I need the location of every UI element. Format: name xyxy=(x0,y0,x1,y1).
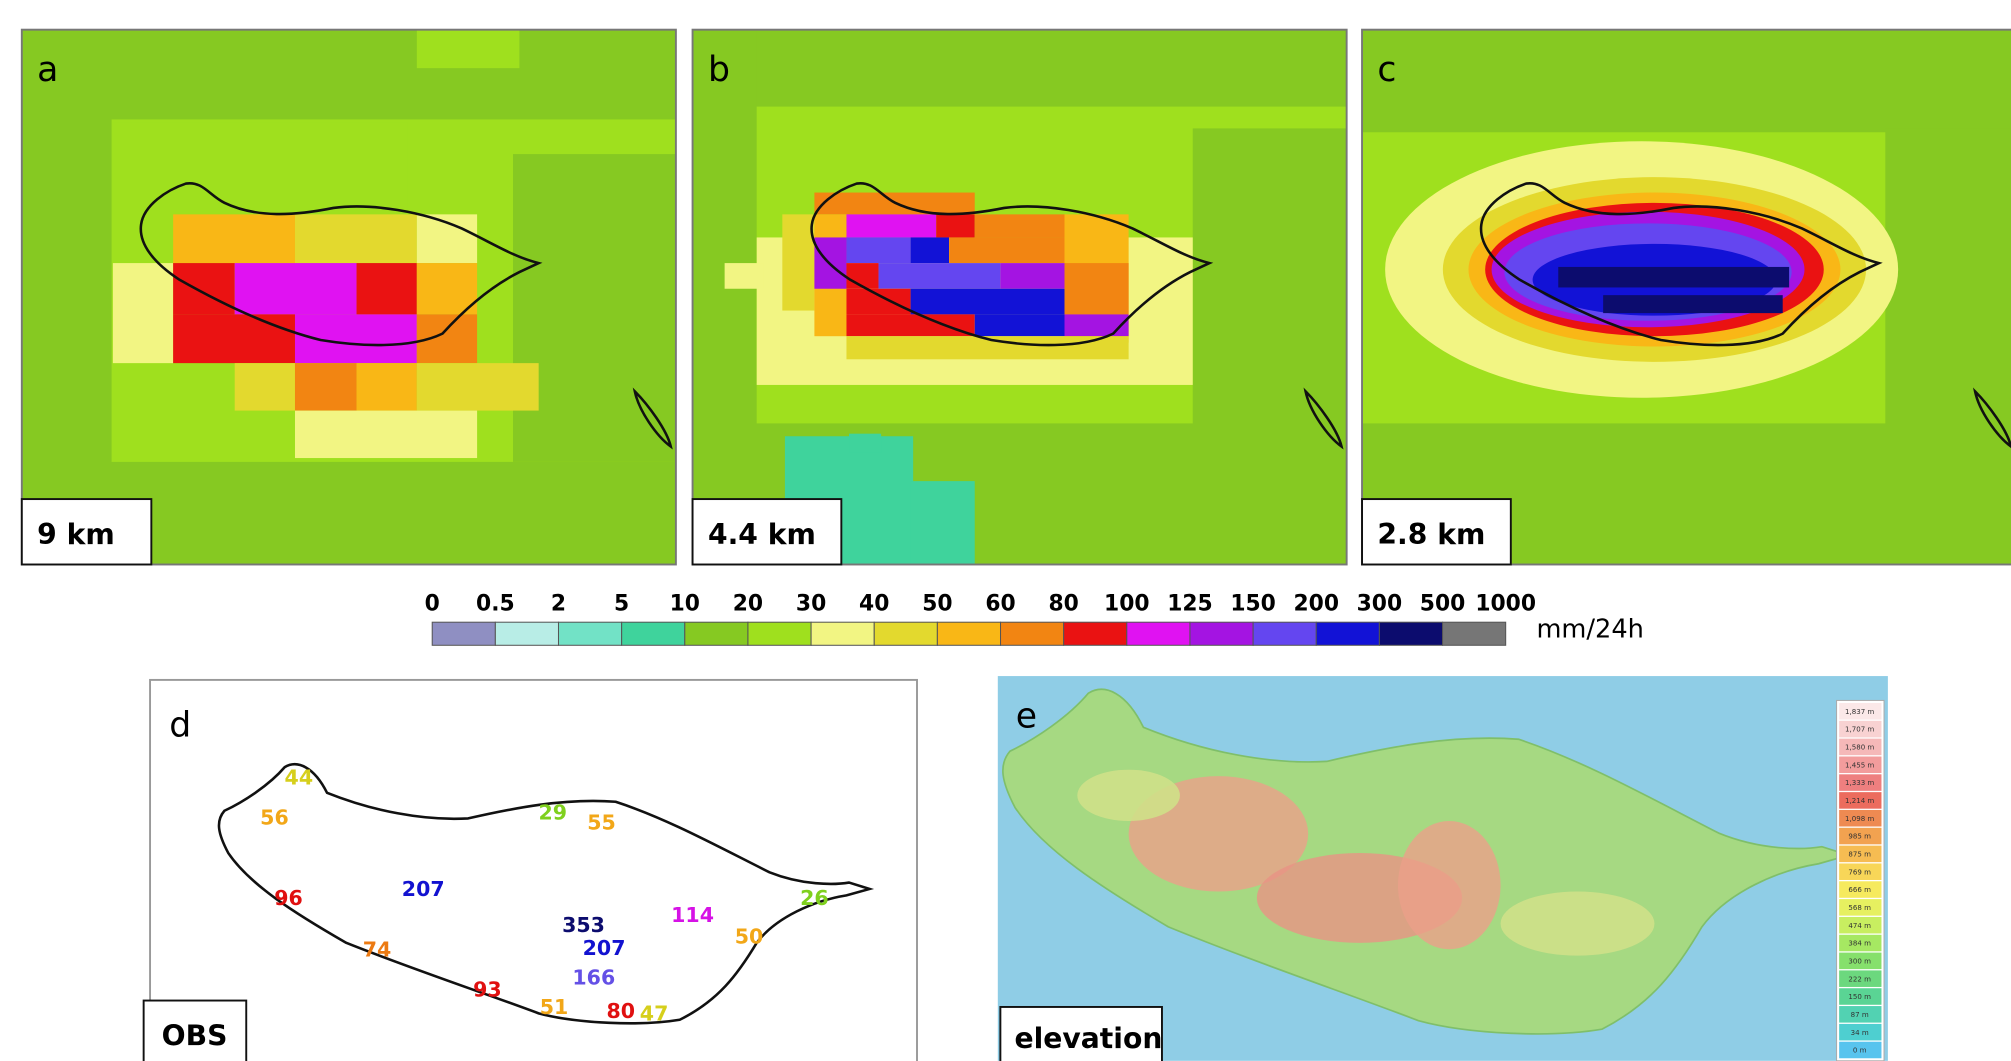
panel-label: b xyxy=(708,50,730,90)
station-value: 44 xyxy=(285,766,314,790)
legend-label: 1,837 m xyxy=(1845,707,1874,716)
panel-label: d xyxy=(169,705,191,745)
colorbar-tick-label: 60 xyxy=(985,592,1015,617)
page: {"panels":[{"label":"a","resolution":"9 … xyxy=(0,0,2011,1061)
station-value: 74 xyxy=(363,938,392,962)
station-value: 207 xyxy=(402,877,445,901)
colorbar-cell xyxy=(1001,622,1064,645)
colorbar-cell xyxy=(811,622,874,645)
station-value: 50 xyxy=(735,925,764,949)
legend-label: 1,707 m xyxy=(1845,725,1874,734)
colorbar-cell xyxy=(1443,622,1506,645)
station-value: 114 xyxy=(671,903,714,927)
colorbar-cell xyxy=(1127,622,1190,645)
colorbar-tick-label: 30 xyxy=(796,592,826,617)
resolution-label: 2.8 km xyxy=(1377,518,1485,551)
legend-label: 1,214 m xyxy=(1845,796,1874,805)
station-value: 56 xyxy=(260,805,289,829)
colorbar-cell xyxy=(559,622,622,645)
legend-label: 666 m xyxy=(1848,885,1871,894)
station-value: 166 xyxy=(572,966,615,990)
panel-d-frame xyxy=(150,680,917,1061)
legend-label: 1,098 m xyxy=(1845,814,1874,823)
legend-label: 1,455 m xyxy=(1845,760,1874,769)
figure: a 9 km b 4.4 km c 2.8 km 0 0.5 2 5 10 20 30 40 50 60 80… xyxy=(0,0,2011,1061)
colorbar-tick-label: 2 xyxy=(551,592,566,617)
legend-label: 0 m xyxy=(1853,1046,1867,1055)
station-value: 26 xyxy=(800,886,829,910)
colorbar-cell xyxy=(432,622,495,645)
resolution-label: 9 km xyxy=(37,518,115,551)
colorbar-unit: mm/24h xyxy=(1536,615,1643,645)
colorbar-cell xyxy=(748,622,811,645)
station-value: 207 xyxy=(583,936,626,960)
legend-label: 150 m xyxy=(1848,992,1871,1001)
legend-label: 1,580 m xyxy=(1845,743,1874,752)
legend-label: 222 m xyxy=(1848,974,1871,983)
station-value: 93 xyxy=(473,977,502,1001)
panel-c-map xyxy=(1362,30,2011,565)
colorbar-tick-label: 50 xyxy=(922,592,952,617)
legend-label: 875 m xyxy=(1848,850,1871,859)
panel-name: OBS xyxy=(162,1019,228,1052)
colorbar-cell xyxy=(495,622,558,645)
panel-label: e xyxy=(1016,696,1037,736)
colorbar-tick-label: 80 xyxy=(1048,592,1078,617)
panel-a-map xyxy=(22,30,676,565)
station-value: 47 xyxy=(640,1002,669,1026)
colorbar-cell xyxy=(1253,622,1316,645)
legend-label: 87 m xyxy=(1851,1010,1869,1019)
legend-label: 769 m xyxy=(1848,867,1871,876)
colorbar-tick-label: 40 xyxy=(859,592,889,617)
colorbar: 0 0.5 2 5 10 20 30 40 50 60 80 100 125 150 200 300 500 10… xyxy=(425,592,1644,646)
colorbar-tick-label: 125 xyxy=(1167,592,1213,617)
station-value: 51 xyxy=(540,995,569,1019)
station-value: 55 xyxy=(587,811,616,835)
legend-label: 1,333 m xyxy=(1845,778,1874,787)
legend-label: 34 m xyxy=(1851,1028,1869,1037)
station-value: 80 xyxy=(606,999,635,1023)
panel-name: elevation xyxy=(1014,1022,1162,1055)
colorbar-cell xyxy=(685,622,748,645)
colorbar-cell xyxy=(874,622,937,645)
colorbar-tick-label: 10 xyxy=(670,592,700,617)
colorbar-tick-label: 100 xyxy=(1104,592,1150,617)
colorbar-tick-label: 300 xyxy=(1357,592,1403,617)
colorbar-tick-label: 1000 xyxy=(1475,592,1536,617)
colorbar-cell xyxy=(1064,622,1127,645)
colorbar-tick-label: 20 xyxy=(733,592,763,617)
colorbar-cell xyxy=(1190,622,1253,645)
legend-label: 384 m xyxy=(1848,939,1871,948)
colorbar-tick-label: 150 xyxy=(1230,592,1275,617)
colorbar-tick-label: 200 xyxy=(1293,592,1339,617)
colorbar-cell xyxy=(1316,622,1379,645)
colorbar-tick-label: 5 xyxy=(614,592,629,617)
resolution-label: 4.4 km xyxy=(708,518,816,551)
elevation-legend: 1,837 m 1,707 m 1,580 m 1,455 m 1,333 m 1,214… xyxy=(1837,700,1884,1060)
panel-b-map xyxy=(693,30,1347,565)
legend-label: 568 m xyxy=(1848,903,1871,912)
colorbar-cell xyxy=(1379,622,1442,645)
legend-label: 985 m xyxy=(1848,832,1871,841)
panel-label: c xyxy=(1377,50,1396,90)
colorbar-cell xyxy=(937,622,1000,645)
panel-e-map xyxy=(998,676,1888,1061)
panel-label: a xyxy=(37,50,58,90)
legend-label: 474 m xyxy=(1848,921,1871,930)
station-value: 353 xyxy=(562,913,605,937)
colorbar-cell xyxy=(622,622,685,645)
legend-label: 300 m xyxy=(1848,956,1871,965)
colorbar-tick-label: 500 xyxy=(1420,592,1466,617)
station-value: 29 xyxy=(538,800,567,824)
station-value: 96 xyxy=(274,886,303,910)
colorbar-tick-label: 0.5 xyxy=(476,592,515,617)
colorbar-tick-label: 0 xyxy=(425,592,440,617)
